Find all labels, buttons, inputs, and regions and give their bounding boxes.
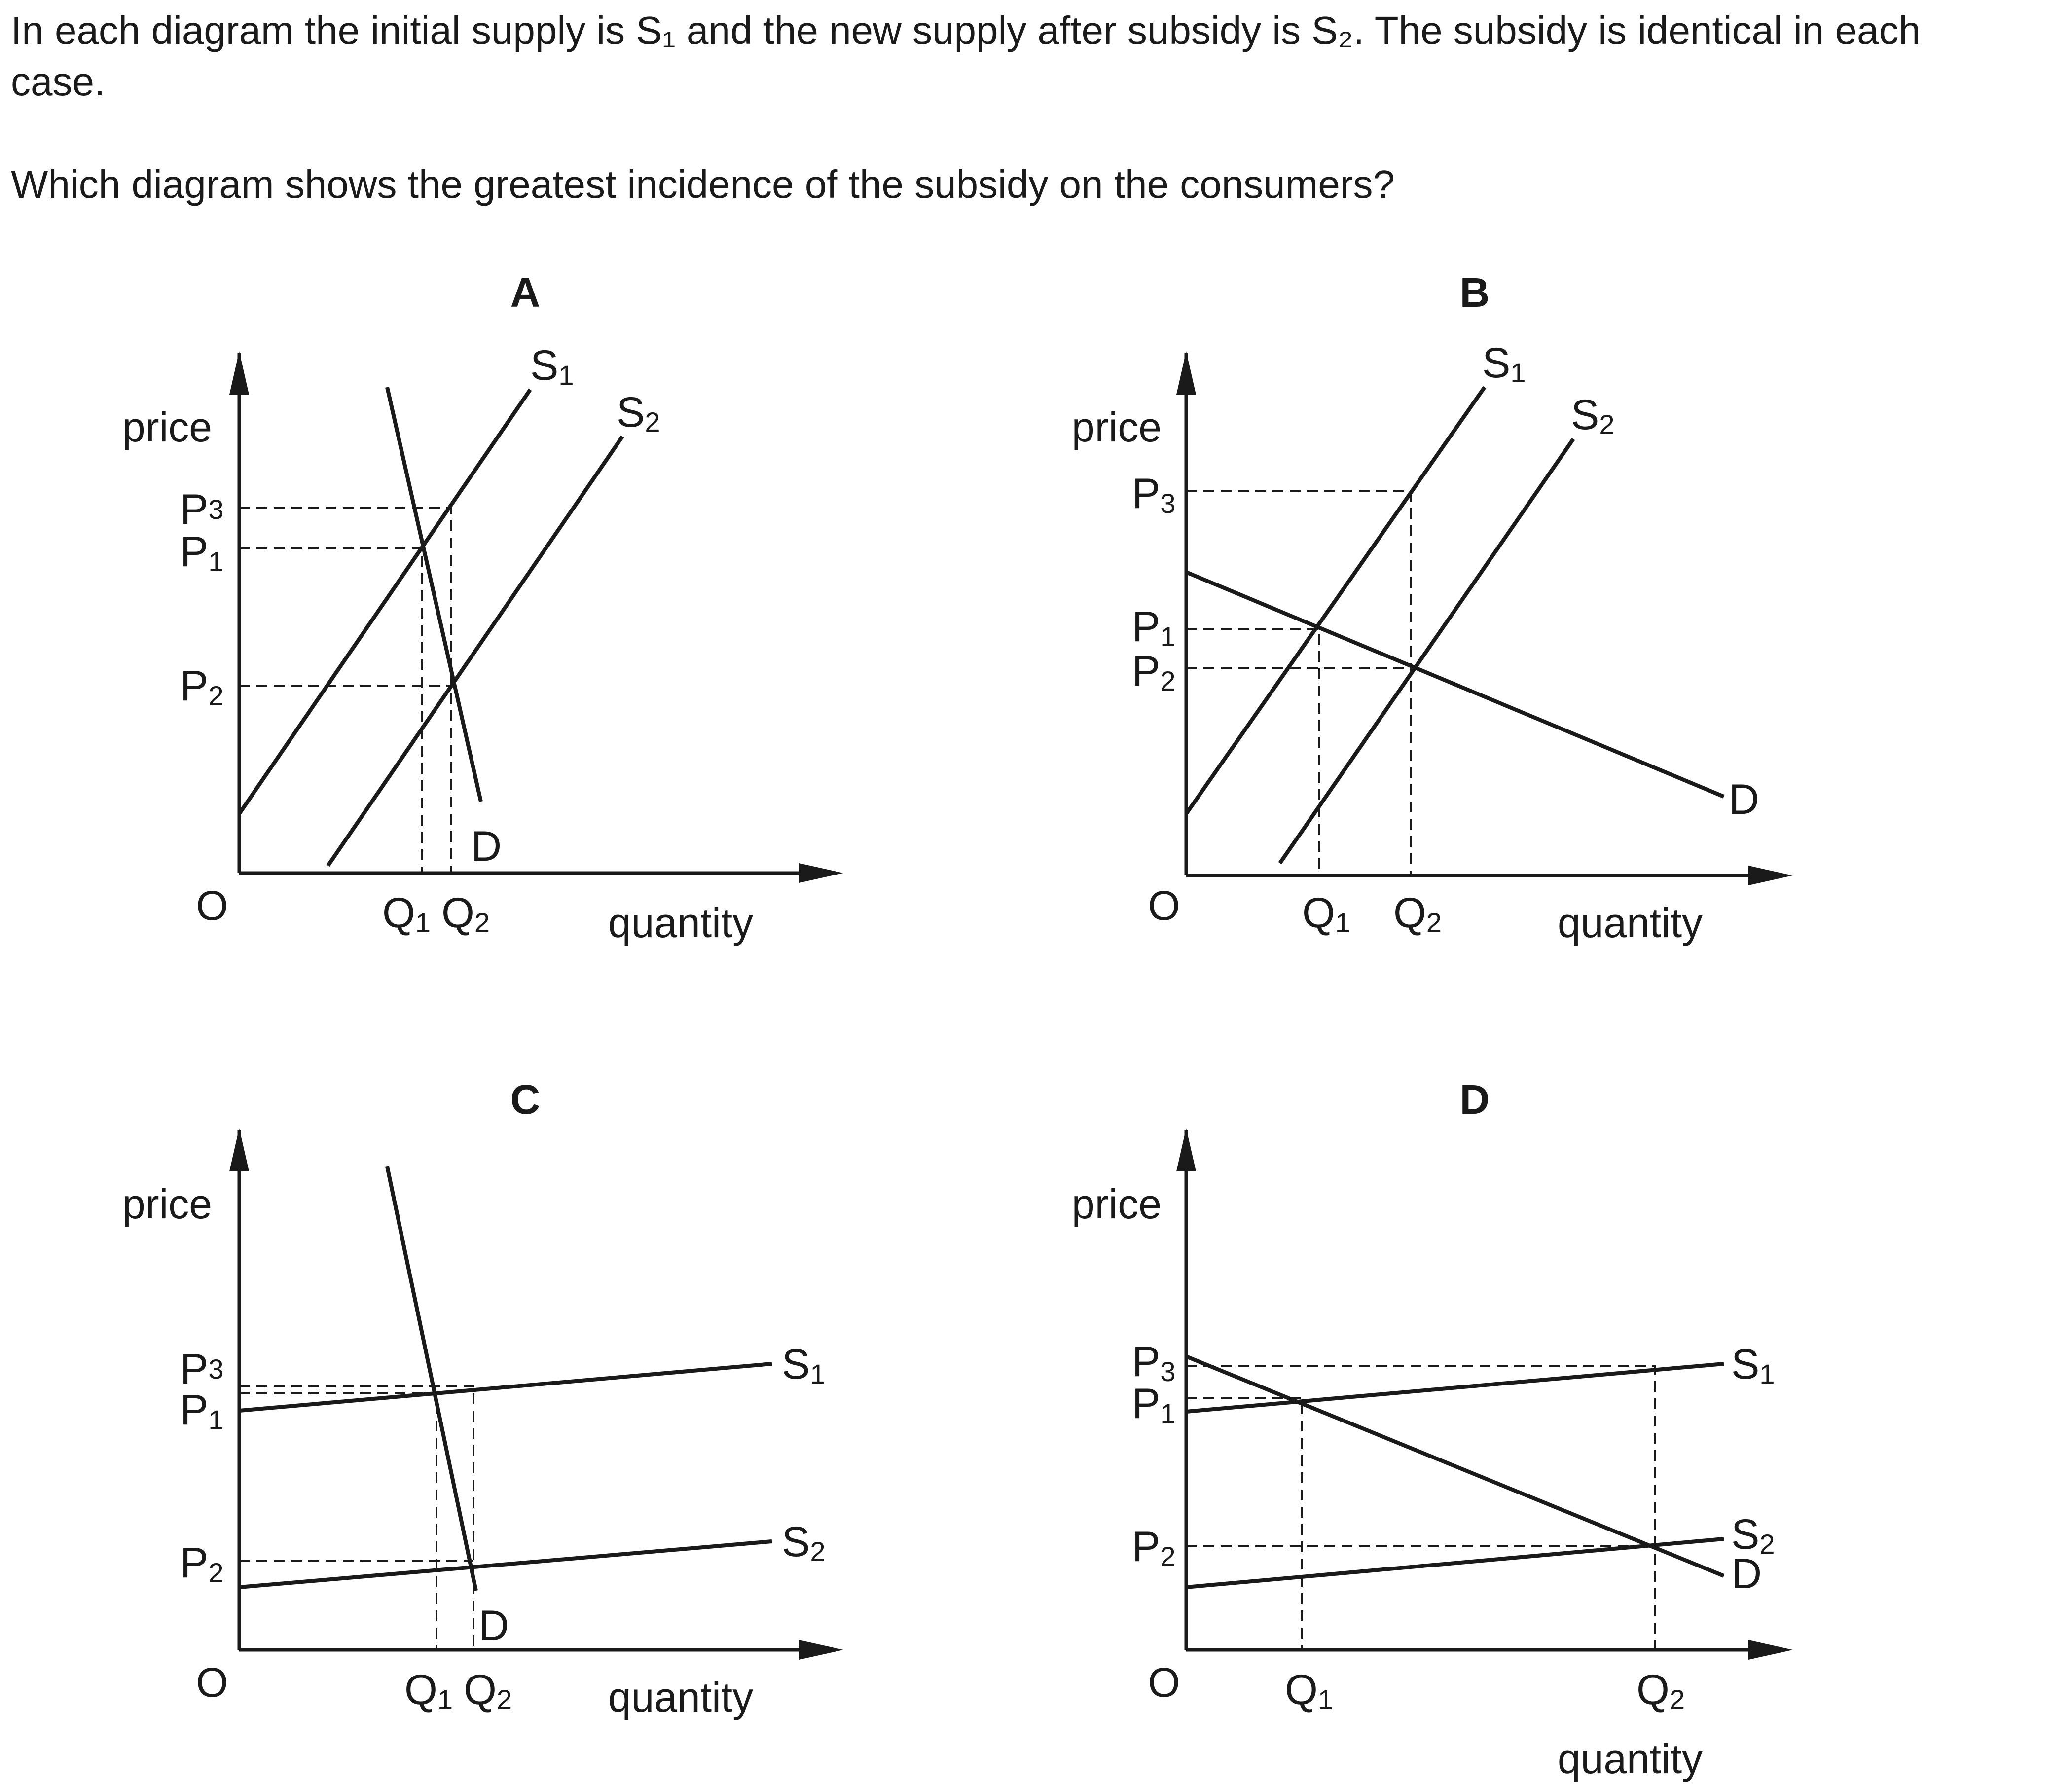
diagram-d-supply-s1 — [1186, 1362, 1724, 1414]
diagram-b-origin: O — [1148, 882, 1180, 929]
diagram-c-quantity-label: quantity — [608, 1674, 753, 1720]
diagram-b-p1-label: P1 — [1132, 603, 1176, 652]
diagram-a-p3-label: P3 — [180, 486, 224, 533]
diagram-c-q1-label: Q1 — [404, 1666, 453, 1715]
diagram-b-label: B — [1460, 269, 1490, 316]
diagram-d-p1-label: P1 — [1132, 1380, 1176, 1429]
diagram-b-price-label: price — [1072, 404, 1162, 450]
diagram-a-label: A — [510, 269, 541, 316]
diagram-a: A price quantity O P3 P1 P2 Q1 Q2 S1 S2 … — [122, 269, 843, 946]
diagram-d-supply-s2 — [1186, 1537, 1724, 1589]
diagram-a-quantity-axis-arrow — [799, 863, 843, 883]
diagram-b-supply-s2 — [1278, 437, 1575, 865]
diagram-c-supply-s1 — [239, 1362, 772, 1413]
diagram-b-d-label: D — [1729, 776, 1759, 823]
diagram-a-s2-label: S2 — [617, 389, 660, 437]
diagram-b-quantity-axis-arrow — [1748, 866, 1793, 885]
diagram-d-d-label: D — [1731, 1550, 1762, 1598]
diagram-d-p1-q1-guide — [1186, 1397, 1303, 1650]
diagram-a-d-label: D — [471, 823, 502, 870]
diagram-a-p1-label: P1 — [180, 528, 224, 577]
diagram-b-s1-label: S1 — [1482, 339, 1526, 388]
diagram-a-q2-label: Q2 — [441, 889, 490, 938]
diagram-c-p3-q2-guide — [239, 1385, 474, 1650]
diagram-c-price-label: price — [122, 1181, 212, 1227]
diagram-d-q2-label: Q2 — [1636, 1666, 1685, 1715]
question-prompt: Which diagram shows the greatest inciden… — [11, 162, 1395, 206]
diagram-b-p3-label: P3 — [1132, 470, 1176, 519]
diagram-b: B price quantity O P3 P1 P2 Q1 Q2 S1 S2 … — [1072, 269, 1793, 946]
diagram-c-origin: O — [196, 1659, 228, 1706]
diagram-a-supply-s2 — [326, 435, 624, 867]
diagram-a-price-label: price — [122, 404, 212, 450]
diagram-b-p2-label: P2 — [1132, 648, 1176, 696]
diagram-d-s2-label: S2 — [1731, 1511, 1775, 1560]
diagram-b-p1-q1-guide — [1186, 628, 1320, 875]
diagram-d-origin: O — [1148, 1659, 1180, 1706]
diagram-d: D price quantity O P3 P1 P2 Q1 Q2 S1 S2 … — [1072, 1076, 1793, 1782]
diagram-c-label: C — [510, 1076, 541, 1123]
diagram-b-supply-s1 — [1184, 386, 1487, 815]
diagram-c-q2-label: Q2 — [464, 1666, 512, 1715]
diagram-c: C price quantity O P3 P1 P2 Q1 Q2 S1 S2 … — [122, 1076, 843, 1720]
diagram-d-quantity-axis-arrow — [1748, 1640, 1793, 1660]
diagram-c-p1-q1-guide — [239, 1392, 437, 1650]
diagram-c-p3-label: P3 — [180, 1346, 224, 1393]
diagram-c-p1-label: P1 — [180, 1386, 224, 1435]
diagram-d-p3-label: P3 — [1132, 1338, 1176, 1387]
diagram-c-quantity-axis-arrow — [799, 1640, 843, 1660]
diagram-a-price-axis-arrow — [229, 351, 249, 395]
diagram-b-p3-q2-guide — [1186, 490, 1412, 875]
diagram-b-demand — [1185, 570, 1725, 799]
diagram-a-q1-label: Q1 — [382, 889, 431, 938]
diagram-a-s1-label: S1 — [530, 342, 574, 391]
diagram-b-price-axis-arrow — [1176, 351, 1196, 395]
diagram-c-price-axis-arrow — [229, 1128, 249, 1171]
diagram-c-supply-s2 — [239, 1539, 772, 1589]
diagram-d-q1-label: Q1 — [1285, 1666, 1333, 1715]
diagram-a-p3-q2-guide — [239, 507, 452, 873]
diagram-c-s2-label: S2 — [782, 1518, 826, 1567]
diagram-b-quantity-label: quantity — [1558, 900, 1703, 946]
diagram-d-s1-label: S1 — [1731, 1341, 1775, 1389]
question-intro: In each diagram the initial supply is S₁… — [11, 8, 1921, 104]
diagram-b-q2-label: Q2 — [1393, 889, 1442, 938]
diagram-a-supply-s1 — [237, 388, 532, 815]
diagram-d-price-label: price — [1072, 1181, 1162, 1227]
diagram-a-demand — [385, 387, 483, 802]
diagram-a-p1-q1-guide — [239, 547, 423, 873]
diagram-d-quantity-label: quantity — [1558, 1736, 1703, 1782]
diagram-c-s1-label: S1 — [782, 1341, 826, 1389]
diagram-d-price-axis-arrow — [1176, 1128, 1196, 1171]
diagram-b-q1-label: Q1 — [1302, 889, 1350, 938]
diagram-b-s2-label: S2 — [1571, 391, 1615, 440]
diagram-c-demand — [385, 1166, 478, 1591]
diagram-a-quantity-label: quantity — [608, 900, 753, 946]
diagram-d-p3-q2-guide — [1186, 1365, 1656, 1650]
diagram-d-demand — [1185, 1354, 1725, 1578]
diagram-c-d-label: D — [478, 1602, 509, 1649]
diagram-d-label: D — [1460, 1076, 1490, 1123]
diagram-a-origin: O — [196, 882, 228, 929]
diagram-d-p2-label: P2 — [1132, 1523, 1176, 1572]
diagram-c-p2-label: P2 — [180, 1539, 224, 1588]
diagram-a-p2-label: P2 — [180, 662, 224, 711]
